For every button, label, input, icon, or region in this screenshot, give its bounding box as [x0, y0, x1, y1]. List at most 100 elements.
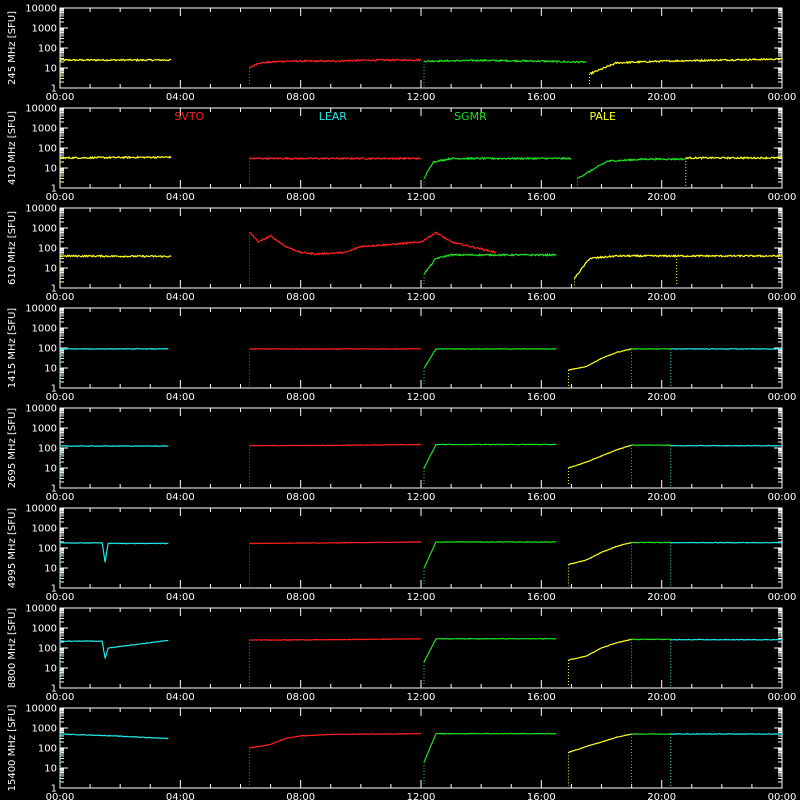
x-tick-label: 12:00 [407, 592, 436, 603]
x-tick-label: 08:00 [286, 492, 315, 503]
series-sgmr-line [631, 541, 671, 544]
x-tick-label: 04:00 [166, 692, 195, 703]
y-tick-label: 100 [38, 744, 57, 755]
x-tick-label: 16:00 [527, 592, 556, 603]
panel-2695-mhz: 1 10 100 1000 10000 00:00 04:00 08:00 12:00 16:00… [7, 404, 796, 504]
x-tick-label: 00:00 [768, 792, 797, 800]
y-tick-label: 10000 [25, 504, 57, 515]
x-tick-label: 16:00 [527, 492, 556, 503]
plot-frame [59, 107, 783, 189]
y-axis-label: 15400 MHz [SFU] [7, 705, 18, 792]
y-tick-label: 10000 [25, 704, 57, 715]
legend-svto: SVTO [174, 110, 204, 123]
x-tick-label: 16:00 [527, 92, 556, 103]
series-sgmr-line [631, 638, 671, 641]
y-tick-label: 1 [51, 84, 57, 95]
y-tick-label: 10 [44, 464, 57, 475]
series-svto-line [249, 156, 422, 161]
x-tick-label: 00:00 [768, 92, 797, 103]
x-tick-label: 08:00 [286, 592, 315, 603]
series-svto-line [249, 637, 422, 641]
x-tick-label: 16:00 [527, 692, 556, 703]
series-pale-line [59, 58, 172, 62]
x-tick-label: 20:00 [647, 592, 676, 603]
y-tick-label: 10 [44, 564, 57, 575]
series-pale-line [568, 444, 632, 469]
series-sgmr-line [631, 444, 671, 447]
y-tick-label: 100 [38, 44, 57, 55]
y-tick-label: 1000 [32, 524, 57, 535]
x-tick-label: 00:00 [768, 592, 797, 603]
series-svto-line [249, 443, 422, 447]
x-tick-label: 16:00 [527, 792, 556, 800]
series-sgmr-line [423, 540, 557, 569]
x-tick-label: 00:00 [768, 392, 797, 403]
x-tick-label: 12:00 [407, 92, 436, 103]
plot-frame [59, 607, 783, 689]
panel-610-mhz: 1 10 100 1000 10000 00:00 04:00 08:00 12:00 16:00… [7, 204, 796, 304]
y-axis-label: 610 MHz [SFU] [7, 211, 18, 285]
plot-frame [59, 207, 783, 289]
series-lear-line [670, 541, 783, 544]
x-tick-label: 12:00 [407, 392, 436, 403]
x-tick-label: 08:00 [286, 192, 315, 203]
series-lear-line [670, 638, 783, 641]
series-svto-line [249, 58, 422, 69]
plot-frame [59, 407, 783, 489]
y-tick-label: 10000 [25, 604, 57, 615]
series-sgmr-line [423, 252, 557, 275]
series-pale-line [568, 638, 632, 661]
y-tick-label: 1000 [32, 224, 57, 235]
x-tick-label: 04:00 [166, 592, 195, 603]
series-svto-line [249, 347, 422, 350]
y-tick-label: 100 [38, 244, 57, 255]
x-tick-label: 04:00 [166, 92, 195, 103]
y-tick-label: 10000 [25, 404, 57, 415]
x-tick-label: 08:00 [286, 92, 315, 103]
series-pale-line [568, 733, 632, 754]
series-sgmr-line [423, 637, 557, 663]
plot-frame [59, 707, 783, 789]
series-lear-line [59, 445, 169, 448]
y-axis-label: 2695 MHz [SFU] [7, 408, 18, 489]
series-sgmr-line [423, 347, 557, 369]
x-tick-label: 12:00 [407, 692, 436, 703]
series-pale-line [568, 348, 632, 371]
series-lear-line [670, 444, 783, 447]
x-tick-label: 04:00 [166, 792, 195, 800]
y-tick-label: 10 [44, 664, 57, 675]
y-tick-label: 1 [51, 684, 57, 695]
x-tick-label: 12:00 [407, 792, 436, 800]
y-axis-label: 245 MHz [SFU] [7, 11, 18, 85]
y-tick-label: 1 [51, 784, 57, 795]
y-tick-label: 10 [44, 364, 57, 375]
y-tick-label: 1000 [32, 424, 57, 435]
y-tick-label: 1 [51, 584, 57, 595]
series-pale-line [589, 57, 783, 76]
plot-frame [59, 7, 783, 89]
x-tick-label: 00:00 [46, 692, 75, 703]
x-tick-label: 04:00 [166, 492, 195, 503]
x-tick-label: 00:00 [46, 292, 75, 303]
x-tick-label: 20:00 [647, 92, 676, 103]
x-tick-label: 08:00 [286, 692, 315, 703]
panel-4995-mhz: 1 10 100 1000 10000 00:00 04:00 08:00 12:00 16:00… [7, 504, 796, 604]
x-tick-label: 00:00 [768, 692, 797, 703]
x-tick-label: 04:00 [166, 292, 195, 303]
plot-frame [59, 507, 783, 589]
x-tick-label: 00:00 [46, 492, 75, 503]
series-lear-line [59, 541, 169, 563]
panel-8800-mhz: 1 10 100 1000 10000 00:00 04:00 08:00 12:00 16:00… [7, 604, 796, 704]
x-tick-label: 00:00 [46, 392, 75, 403]
y-tick-label: 100 [38, 644, 57, 655]
panel-410-mhz: 1 10 100 1000 10000 00:00 04:00 08:00 12:00 16:00… [7, 104, 796, 204]
x-tick-label: 04:00 [166, 392, 195, 403]
y-tick-label: 10 [44, 264, 57, 275]
series-svto-line [249, 231, 497, 256]
y-axis-label: 8800 MHz [SFU] [7, 608, 18, 689]
series-pale-line [676, 254, 783, 258]
panel-1415-mhz: 1 10 100 1000 10000 00:00 04:00 08:00 12:00 16:00… [7, 304, 796, 404]
x-tick-label: 20:00 [647, 792, 676, 800]
x-tick-label: 00:00 [46, 592, 75, 603]
x-tick-label: 00:00 [46, 92, 75, 103]
